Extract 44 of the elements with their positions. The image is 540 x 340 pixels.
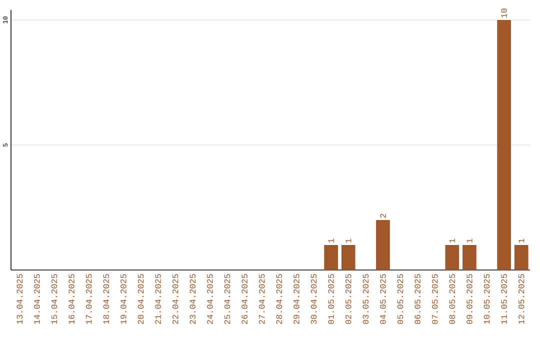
x-tick-label: 01.05.2025	[328, 274, 334, 324]
x-tick-label: 21.04.2025	[155, 274, 161, 324]
x-tick-label: 15.04.2025	[51, 274, 58, 324]
bar	[324, 245, 338, 270]
x-tick-label: 03.05.2025	[362, 274, 369, 324]
bar	[376, 220, 390, 270]
data-label: 1	[449, 238, 455, 243]
data-label: 1	[328, 238, 334, 243]
x-tick-label: 30.04.2025	[310, 274, 317, 324]
x-tick-label: 29.04.2025	[294, 274, 300, 324]
x-tick-label: 14.04.2025	[34, 274, 40, 324]
bar	[445, 245, 460, 270]
x-tick-label: 19.04.2025	[120, 274, 126, 324]
x-tick-label: 06.05.2025	[414, 274, 420, 324]
data-label: 1	[518, 238, 524, 243]
x-tick-label: 24.04.2025	[207, 274, 213, 324]
data-label: 1	[466, 238, 472, 243]
x-tick-label: 26.04.2025	[242, 274, 248, 324]
x-tick-label: 12.05.2025	[518, 274, 524, 324]
data-label: 10	[501, 8, 507, 18]
x-tick-label: 10.05.2025	[484, 274, 490, 324]
bar	[514, 245, 528, 270]
data-label: 2	[380, 214, 386, 218]
x-tick-label: 04.05.2025	[380, 274, 386, 324]
bar	[497, 20, 511, 270]
x-tick-label: 25.04.2025	[224, 274, 230, 324]
x-tick-label: 17.04.2025	[86, 274, 92, 324]
bar	[341, 245, 356, 270]
x-tick-label: 02.05.2025	[345, 274, 352, 324]
x-tick-label: 13.04.2025	[16, 274, 23, 324]
x-tick-label: 18.04.2025	[103, 274, 110, 324]
x-tick-label: 07.05.2025	[432, 274, 438, 324]
x-tick-label: 11.05.2025	[501, 274, 507, 324]
x-tick-label: 20.04.2025	[138, 274, 144, 324]
x-tick-label: 09.05.2025	[466, 274, 472, 324]
data-label: 1	[346, 238, 352, 243]
bar	[462, 245, 476, 270]
x-tick-label: 23.04.2025	[190, 274, 196, 324]
x-tick-label: 16.04.2025	[68, 274, 74, 324]
x-tick-label: 22.04.2025	[172, 274, 178, 324]
x-tick-label: 27.04.2025	[258, 274, 265, 324]
x-tick-label: 05.05.2025	[397, 274, 404, 324]
x-tick-label: 08.05.2025	[449, 274, 456, 324]
x-tick-label: 28.04.2025	[276, 274, 282, 324]
